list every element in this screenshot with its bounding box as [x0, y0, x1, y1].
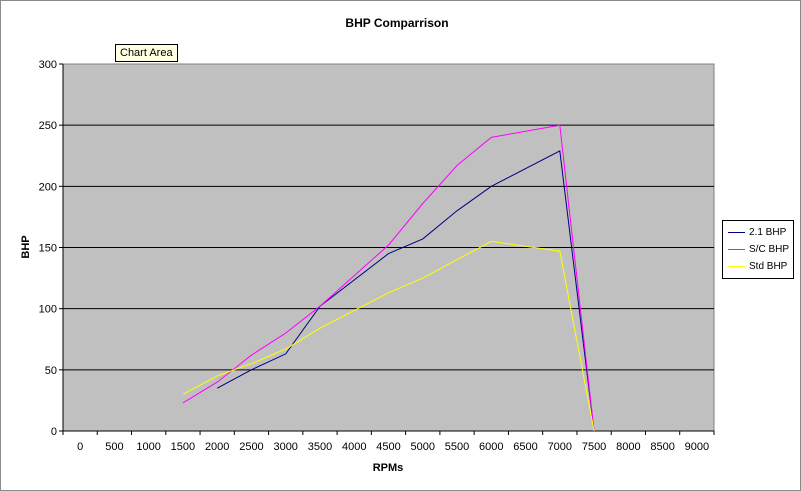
legend-item[interactable]: Std BHP — [723, 258, 793, 275]
x-tick-label: 7000 — [548, 441, 572, 453]
legend-item[interactable]: S/C BHP — [723, 241, 793, 258]
x-tick-label: 7500 — [582, 441, 606, 453]
y-axis: 0 50 100 150 200 250 300 — [39, 59, 64, 438]
x-tick-label: 9000 — [685, 441, 709, 453]
y-tick-label: 50 — [45, 365, 57, 377]
x-tick-label: 4000 — [342, 441, 366, 453]
chart-area-tooltip: Chart Area — [115, 44, 178, 62]
x-tick-label: 1000 — [136, 441, 160, 453]
series-line-2-1-bhp[interactable] — [216, 150, 595, 432]
legend-swatch — [728, 249, 745, 250]
x-tick-label: 1500 — [171, 441, 195, 453]
x-tick-label: 5500 — [445, 441, 469, 453]
y-tick-label: 0 — [51, 426, 57, 438]
x-tick-label: 8500 — [650, 441, 674, 453]
x-axis: 0 500 1000 1500 2000 2500 3000 3500 4000 4500 5000… — [62, 430, 715, 453]
series-line-std-bhp[interactable] — [182, 240, 595, 432]
legend-label: S/C BHP — [749, 244, 790, 255]
y-axis-label: BHP — [20, 235, 32, 258]
series-line-s-c-bhp[interactable] — [182, 124, 595, 432]
x-tick-label: 3500 — [308, 441, 332, 453]
chart-title: BHP Comparrison — [345, 16, 448, 30]
series-lines — [182, 124, 595, 432]
x-tick-label: 2500 — [239, 441, 263, 453]
y-tick-label: 300 — [39, 59, 57, 71]
x-tick-label: 8000 — [616, 441, 640, 453]
x-tick-label: 4500 — [376, 441, 400, 453]
y-tick-label: 100 — [39, 304, 57, 316]
y-tick-label: 200 — [39, 181, 57, 193]
x-tick-label: 0 — [77, 441, 83, 453]
legend-label: Std BHP — [749, 261, 788, 272]
legend-label: 2.1 BHP — [749, 227, 787, 238]
x-axis-label: RPMs — [373, 462, 404, 474]
x-tick-label: 500 — [105, 441, 123, 453]
legend-swatch — [728, 266, 745, 267]
y-tick-label: 250 — [39, 120, 57, 132]
x-tick-label: 6500 — [513, 441, 537, 453]
x-tick-label: 6000 — [479, 441, 503, 453]
x-tick-label: 2000 — [205, 441, 229, 453]
legend-item[interactable]: 2.1 BHP — [723, 224, 793, 241]
x-tick-label: 3000 — [273, 441, 297, 453]
y-tick-label: 150 — [39, 243, 57, 255]
gridlines — [63, 124, 714, 371]
x-tick-label: 5000 — [411, 441, 435, 453]
legend[interactable]: 2.1 BHP S/C BHP Std BHP — [722, 220, 794, 279]
legend-swatch — [728, 232, 745, 233]
